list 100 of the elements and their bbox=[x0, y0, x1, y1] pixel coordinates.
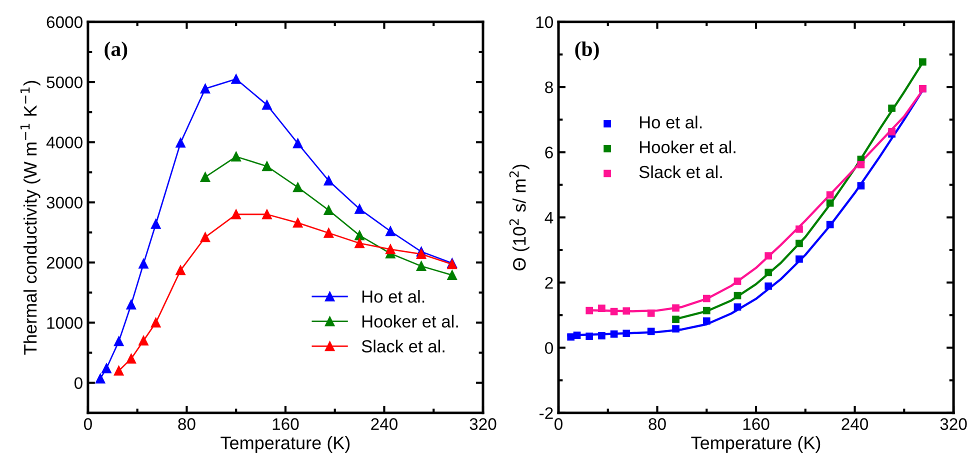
point bbox=[702, 306, 710, 314]
x-tick-label: 80 bbox=[648, 418, 666, 430]
point bbox=[292, 138, 303, 148]
y-tick-label: 4000 bbox=[46, 136, 82, 148]
x-tick-label: 160 bbox=[743, 418, 770, 430]
point bbox=[826, 191, 834, 199]
y-tick-label: 2 bbox=[545, 276, 553, 289]
point bbox=[231, 74, 241, 84]
x-axis-title: Temperature (K) bbox=[691, 436, 820, 453]
y-tick-label: 6 bbox=[545, 146, 553, 158]
point bbox=[126, 354, 136, 364]
point bbox=[176, 138, 186, 148]
point bbox=[176, 265, 186, 276]
point bbox=[610, 330, 618, 338]
x-tick-label: 0 bbox=[554, 418, 562, 430]
point bbox=[702, 294, 710, 302]
point bbox=[126, 300, 136, 310]
y-tick-label: 0 bbox=[74, 377, 82, 390]
point bbox=[598, 332, 606, 340]
point bbox=[138, 336, 148, 346]
point bbox=[764, 252, 772, 260]
point bbox=[598, 304, 606, 312]
point bbox=[354, 238, 364, 248]
x-tick-label: 0 bbox=[84, 418, 92, 430]
point bbox=[857, 160, 865, 168]
point bbox=[857, 182, 865, 190]
y-tick-label: 8 bbox=[545, 81, 553, 94]
point bbox=[354, 230, 364, 240]
legend-label: Slack et al. bbox=[362, 340, 444, 352]
x-tick-label: 80 bbox=[178, 418, 196, 430]
point bbox=[138, 258, 148, 269]
point bbox=[702, 317, 710, 325]
point bbox=[734, 278, 742, 285]
point bbox=[796, 225, 803, 233]
x-tick-label: 240 bbox=[842, 418, 868, 430]
point bbox=[416, 261, 426, 271]
point bbox=[622, 330, 630, 338]
x-tick-label: 240 bbox=[371, 418, 398, 430]
y-tick-label: 10 bbox=[536, 16, 553, 28]
point bbox=[231, 152, 241, 162]
point bbox=[447, 270, 457, 280]
point bbox=[734, 303, 742, 311]
point bbox=[386, 226, 396, 236]
point bbox=[114, 366, 124, 376]
point bbox=[292, 182, 303, 192]
point bbox=[200, 172, 210, 182]
point bbox=[102, 364, 112, 374]
x-axis-title: Temperature (K) bbox=[220, 436, 350, 453]
legend-label: Ho et al. bbox=[640, 116, 702, 128]
y-tick-label: 5000 bbox=[46, 76, 82, 88]
point bbox=[796, 255, 803, 263]
y-tick-label: 1000 bbox=[47, 317, 82, 329]
legend-label: Ho et al. bbox=[362, 290, 424, 303]
point bbox=[324, 176, 334, 186]
point bbox=[734, 292, 742, 300]
legend-label: Slack et al. bbox=[639, 165, 722, 178]
point bbox=[150, 318, 161, 328]
point bbox=[262, 210, 272, 220]
x-tick-label: 320 bbox=[940, 418, 967, 430]
x-tick-label: 160 bbox=[272, 418, 299, 430]
point bbox=[672, 304, 680, 312]
y-axis-title: Thermal conductivity (W m$^{−1}$ K$^{−1}$) bbox=[20, 80, 40, 355]
y-axis-title: Θ (10$^{2}$ s/ m$^{2}$) bbox=[509, 164, 530, 270]
y-tick-label: 6000 bbox=[46, 16, 82, 28]
point bbox=[324, 228, 334, 238]
point bbox=[416, 249, 426, 259]
point bbox=[324, 205, 334, 216]
point bbox=[262, 100, 272, 110]
point bbox=[672, 316, 680, 324]
point bbox=[647, 310, 655, 317]
point bbox=[764, 282, 772, 290]
point bbox=[200, 84, 210, 94]
y-tick-label: 2000 bbox=[46, 256, 82, 269]
legend-label: Hooker et al. bbox=[362, 314, 458, 328]
point bbox=[150, 219, 161, 229]
point bbox=[386, 244, 396, 254]
point bbox=[573, 332, 581, 340]
point bbox=[292, 218, 303, 228]
point bbox=[826, 199, 834, 207]
point bbox=[95, 374, 106, 384]
point bbox=[647, 328, 655, 336]
point bbox=[586, 306, 594, 314]
annotation: (a) bbox=[104, 41, 128, 60]
legend-label: Hooker et al. bbox=[640, 140, 736, 154]
y-tick-label: 0 bbox=[545, 342, 553, 354]
y-tick-label: 4 bbox=[544, 212, 554, 224]
point bbox=[764, 268, 772, 276]
point bbox=[610, 308, 618, 316]
x-tick-label: 320 bbox=[470, 418, 496, 430]
y-tick-label: 3000 bbox=[46, 196, 82, 209]
point bbox=[888, 104, 896, 112]
point bbox=[231, 210, 241, 220]
point bbox=[826, 220, 834, 228]
point bbox=[354, 204, 364, 214]
point bbox=[622, 307, 630, 315]
point bbox=[114, 336, 124, 346]
point bbox=[672, 325, 680, 332]
point bbox=[586, 332, 594, 340]
point bbox=[888, 128, 896, 136]
point bbox=[200, 232, 210, 242]
